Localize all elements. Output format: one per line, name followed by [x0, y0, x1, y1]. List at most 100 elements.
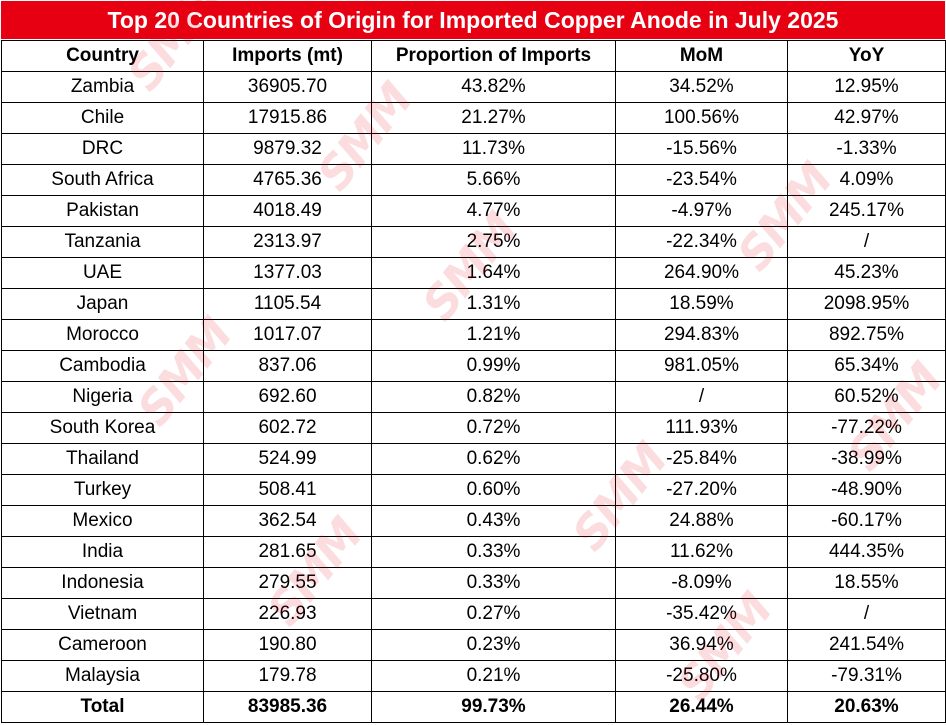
- cell-proportion: 11.73%: [371, 133, 616, 165]
- cell-imports: 837.06: [203, 350, 372, 382]
- table-row: Cameroon 190.80 0.23% 36.94% 241.54%: [1, 629, 946, 661]
- cell-imports: 4765.36: [203, 164, 372, 196]
- cell-mom: -27.20%: [615, 474, 788, 506]
- cell-country: Zambia: [1, 71, 204, 103]
- cell-country: South Korea: [1, 412, 204, 444]
- cell-country: Cameroon: [1, 629, 204, 661]
- cell-yoy: 65.34%: [787, 350, 946, 382]
- column-header-country: Country: [1, 40, 204, 72]
- table-row: Chile 17915.86 21.27% 100.56% 42.97%: [1, 102, 946, 134]
- table-row: South Korea 602.72 0.72% 111.93% -77.22%: [1, 412, 946, 444]
- cell-mom: 294.83%: [615, 319, 788, 351]
- cell-imports: 17915.86: [203, 102, 372, 134]
- cell-imports: 281.65: [203, 536, 372, 568]
- cell-country: Cambodia: [1, 350, 204, 382]
- cell-mom: 11.62%: [615, 536, 788, 568]
- column-header-proportion: Proportion of Imports: [371, 40, 616, 72]
- cell-proportion: 2.75%: [371, 226, 616, 258]
- cell-proportion: 0.33%: [371, 536, 616, 568]
- cell-proportion: 43.82%: [371, 71, 616, 103]
- cell-yoy: 45.23%: [787, 257, 946, 289]
- table-row: Mexico 362.54 0.43% 24.88% -60.17%: [1, 505, 946, 537]
- table-row: South Africa 4765.36 5.66% -23.54% 4.09%: [1, 164, 946, 196]
- table-row: Malaysia 179.78 0.21% -25.80% -79.31%: [1, 660, 946, 692]
- cell-proportion: 0.62%: [371, 443, 616, 475]
- cell-imports: 1105.54: [203, 288, 372, 320]
- cell-proportion: 0.23%: [371, 629, 616, 661]
- cell-proportion: 21.27%: [371, 102, 616, 134]
- cell-mom: -4.97%: [615, 195, 788, 227]
- cell-proportion: 0.99%: [371, 350, 616, 382]
- cell-proportion: 5.66%: [371, 164, 616, 196]
- table-row: Nigeria 692.60 0.82%/60.52%: [1, 381, 946, 413]
- cell-yoy: 245.17%: [787, 195, 946, 227]
- cell-country: Indonesia: [1, 567, 204, 599]
- cell-yoy: 12.95%: [787, 71, 946, 103]
- cell-imports: 4018.49: [203, 195, 372, 227]
- cell-imports: 1017.07: [203, 319, 372, 351]
- cell-imports: 524.99: [203, 443, 372, 475]
- cell-yoy: 4.09%: [787, 164, 946, 196]
- cell-country: South Africa: [1, 164, 204, 196]
- cell-yoy: 241.54%: [787, 629, 946, 661]
- table-body: Zambia 36905.70 43.82% 34.52% 12.95% Chile 179…: [1, 71, 946, 723]
- cell-country: Mexico: [1, 505, 204, 537]
- cell-country: Chile: [1, 102, 204, 134]
- column-header-mom: MoM: [615, 40, 788, 72]
- cell-mom: -25.80%: [615, 660, 788, 692]
- cell-country: Morocco: [1, 319, 204, 351]
- column-header-imports: Imports (mt): [203, 40, 372, 72]
- cell-yoy: -1.33%: [787, 133, 946, 165]
- cell-mom: 18.59%: [615, 288, 788, 320]
- cell-mom: 100.56%: [615, 102, 788, 134]
- cell-country: DRC: [1, 133, 204, 165]
- cell-imports: 2313.97: [203, 226, 372, 258]
- cell-proportion: 1.31%: [371, 288, 616, 320]
- cell-imports: 508.41: [203, 474, 372, 506]
- cell-mom: 24.88%: [615, 505, 788, 537]
- cell-imports: 226.93: [203, 598, 372, 630]
- total-cell-yoy: 20.63%: [787, 691, 946, 723]
- table-row: Thailand 524.99 0.62% -25.84% -38.99%: [1, 443, 946, 475]
- cell-proportion: 0.33%: [371, 567, 616, 599]
- table-row: Tanzania 2313.97 2.75% -22.34% /: [1, 226, 946, 258]
- cell-country: Thailand: [1, 443, 204, 475]
- cell-proportion: 1.64%: [371, 257, 616, 289]
- table-row: Turkey 508.41 0.60% -27.20% -48.90%: [1, 474, 946, 506]
- cell-mom: -22.34%: [615, 226, 788, 258]
- cell-country: Malaysia: [1, 660, 204, 692]
- cell-mom: -25.84%: [615, 443, 788, 475]
- cell-yoy: /: [787, 226, 946, 258]
- cell-imports: 179.78: [203, 660, 372, 692]
- table-row: Indonesia 279.55 0.33% -8.09% 18.55%: [1, 567, 946, 599]
- cell-country: India: [1, 536, 204, 568]
- cell-mom: 981.05%: [615, 350, 788, 382]
- cell-mom: 34.52%: [615, 71, 788, 103]
- cell-imports: 1377.03: [203, 257, 372, 289]
- table-row: DRC 9879.32 11.73% -15.56% -1.33%: [1, 133, 946, 165]
- cell-mom: 111.93%: [615, 412, 788, 444]
- cell-yoy: 2098.95%: [787, 288, 946, 320]
- total-cell-imports: 83985.36: [203, 691, 372, 723]
- total-cell-mom: 26.44%: [615, 691, 788, 723]
- cell-imports: 362.54: [203, 505, 372, 537]
- cell-yoy: 892.75%: [787, 319, 946, 351]
- cell-proportion: 0.72%: [371, 412, 616, 444]
- cell-mom: 36.94%: [615, 629, 788, 661]
- cell-proportion: 0.43%: [371, 505, 616, 537]
- cell-proportion: 0.27%: [371, 598, 616, 630]
- cell-country: UAE: [1, 257, 204, 289]
- cell-country: Turkey: [1, 474, 204, 506]
- cell-yoy: 42.97%: [787, 102, 946, 134]
- cell-mom: -8.09%: [615, 567, 788, 599]
- table-row: UAE 1377.03 1.64% 264.90% 45.23%: [1, 257, 946, 289]
- total-cell-country: Total: [1, 691, 204, 723]
- cell-proportion: 0.82%: [371, 381, 616, 413]
- imports-table: Country Imports (mt) Proportion of Imports…: [1, 40, 946, 723]
- cell-yoy: -38.99%: [787, 443, 946, 475]
- cell-imports: 692.60: [203, 381, 372, 413]
- cell-proportion: 1.21%: [371, 319, 616, 351]
- cell-mom: 264.90%: [615, 257, 788, 289]
- table-row: India 281.65 0.33% 11.62% 444.35%: [1, 536, 946, 568]
- cell-mom: -35.42%: [615, 598, 788, 630]
